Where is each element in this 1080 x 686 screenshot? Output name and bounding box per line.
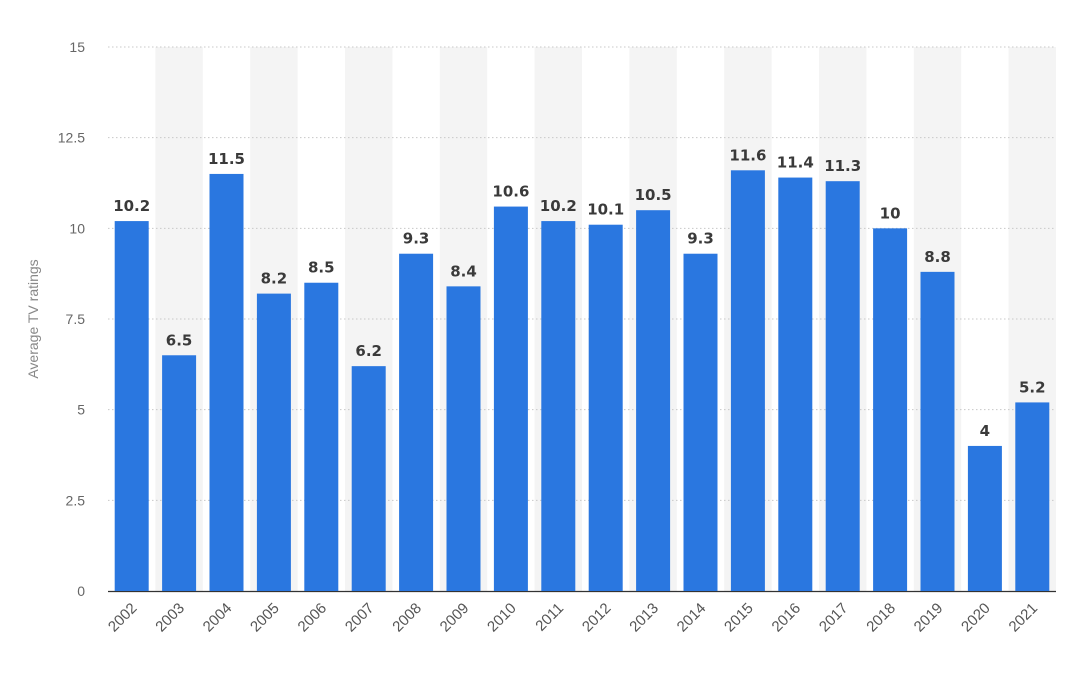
bar-2005[interactable] <box>256 293 291 591</box>
y-tick-label: 0 <box>77 583 85 599</box>
data-label-2005: 8.2 <box>261 270 288 288</box>
data-label-2004: 11.5 <box>208 150 245 168</box>
bar-2014[interactable] <box>683 253 718 591</box>
x-tick-label: 2019 <box>911 600 947 636</box>
data-label-2019: 8.8 <box>924 248 951 266</box>
data-label-2007: 6.2 <box>355 342 382 360</box>
bar-2004[interactable] <box>209 173 244 591</box>
bar-2021[interactable] <box>1015 402 1050 591</box>
x-tick-label: 2009 <box>437 600 473 636</box>
y-tick-label: 15 <box>69 39 85 55</box>
y-axis-label: Average TV ratings <box>25 259 41 378</box>
data-label-2018: 10 <box>880 204 901 222</box>
x-tick-label: 2012 <box>579 600 615 636</box>
x-tick-label: 2004 <box>200 600 236 636</box>
x-tick-label: 2016 <box>769 600 805 636</box>
data-label-2012: 10.1 <box>587 201 624 219</box>
data-label-2006: 8.5 <box>308 259 335 277</box>
data-label-2017: 11.3 <box>824 157 861 175</box>
gridlines <box>108 46 1056 593</box>
y-tick-label: 2.5 <box>66 492 86 508</box>
data-label-2008: 9.3 <box>403 230 430 248</box>
bar-2020[interactable] <box>967 445 1002 591</box>
bar-2015[interactable] <box>730 170 765 591</box>
bar-2011[interactable] <box>541 221 576 591</box>
data-label-2016: 11.4 <box>777 154 814 172</box>
x-tick-label: 2007 <box>342 600 378 636</box>
x-tick-label: 2005 <box>247 600 283 636</box>
x-tick-label: 2008 <box>389 600 425 636</box>
x-tick-label: 2014 <box>674 600 710 636</box>
bar-2019[interactable] <box>920 271 955 591</box>
bars <box>114 170 1050 592</box>
x-tick-label: 2011 <box>532 600 567 635</box>
x-axis-ticks: 2002 2003 2004 2005 2006 2007 2008 2009 2010 2011… <box>105 600 1041 636</box>
bar-2010[interactable] <box>493 206 528 591</box>
data-label-2010: 10.6 <box>492 183 529 201</box>
x-tick-label: 2006 <box>295 600 331 636</box>
bar-2013[interactable] <box>636 210 671 591</box>
y-tick-label: 12.5 <box>58 130 85 146</box>
x-tick-label: 2017 <box>816 600 852 636</box>
y-axis-ticks: 0 2.5 5 7.5 10 12.5 15 <box>58 39 85 599</box>
data-label-2009: 8.4 <box>450 262 477 280</box>
bar-2006[interactable] <box>304 282 339 591</box>
y-tick-label: 5 <box>77 402 85 418</box>
data-label-2003: 6.5 <box>166 331 193 349</box>
x-tick-label: 2003 <box>152 600 188 636</box>
data-label-2020: 4 <box>980 422 990 440</box>
data-label-2015: 11.6 <box>729 146 766 164</box>
x-tick-label: 2013 <box>626 600 662 636</box>
data-label-2013: 10.5 <box>635 186 672 204</box>
y-tick-label: 7.5 <box>66 311 86 327</box>
x-tick-label: 2010 <box>484 600 520 636</box>
data-label-2021: 5.2 <box>1019 378 1046 396</box>
bar-2016[interactable] <box>778 177 813 591</box>
bar-2009[interactable] <box>446 286 481 591</box>
x-tick-label: 2015 <box>721 600 757 636</box>
bar-2017[interactable] <box>825 181 860 592</box>
bar-2002[interactable] <box>114 221 149 591</box>
bar-2007[interactable] <box>351 366 386 591</box>
x-tick-label: 2021 <box>1006 600 1042 636</box>
x-tick-label: 2002 <box>105 600 141 636</box>
y-tick-label: 10 <box>69 220 85 236</box>
bar-2012[interactable] <box>588 224 623 591</box>
bar-2018[interactable] <box>873 228 908 592</box>
data-label-2011: 10.2 <box>540 197 577 215</box>
data-label-2014: 9.3 <box>687 230 714 248</box>
x-tick-label: 2018 <box>863 600 899 636</box>
data-label-2002: 10.2 <box>113 197 150 215</box>
data-labels: 10.2 6.5 11.5 8.2 8.5 6.2 9.3 8.4 10.6 10.2 10.1 10… <box>113 146 1045 440</box>
bar-2003[interactable] <box>162 355 197 591</box>
x-tick-label: 2020 <box>958 600 994 636</box>
bar-2008[interactable] <box>399 253 434 591</box>
